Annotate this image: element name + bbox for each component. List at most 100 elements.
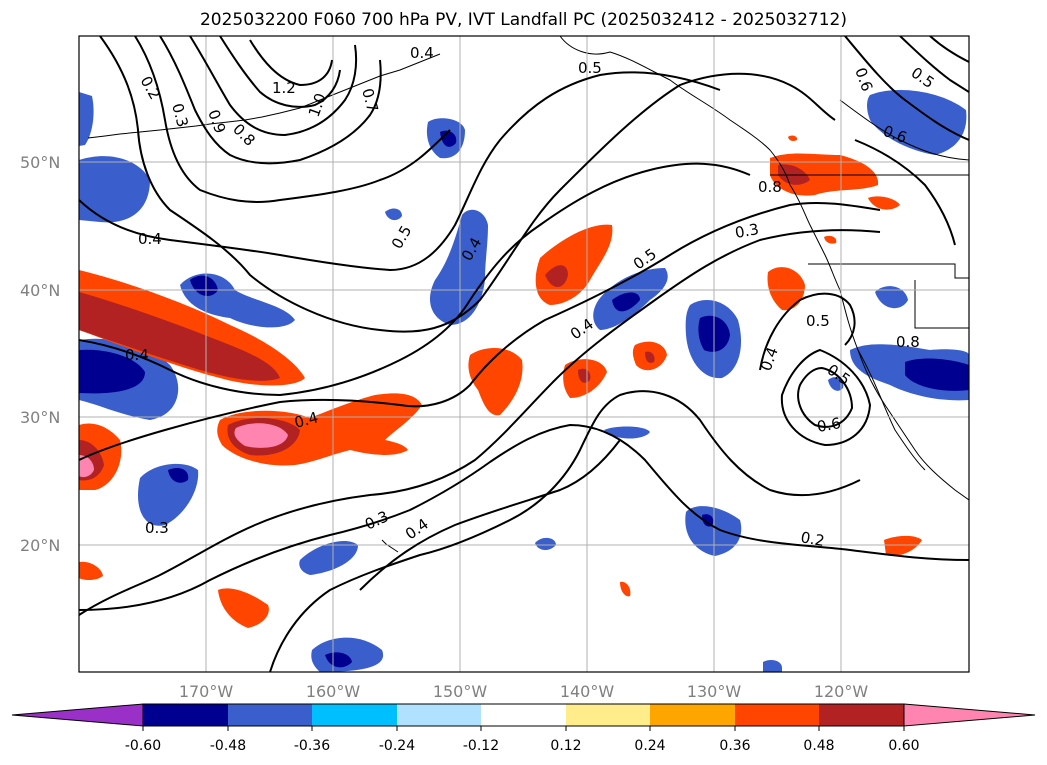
contour-line (854, 139, 956, 246)
colorbar-min-extension (11, 703, 144, 727)
blue-region (685, 506, 742, 556)
british-columbia-coast (789, 184, 841, 291)
contour-label: 0.4 (292, 408, 320, 432)
warm-region (545, 265, 568, 288)
colorbar-tick-label: -0.12 (463, 738, 499, 754)
pv-contours (79, 36, 969, 672)
lon-label: 120°W (814, 682, 869, 701)
colorbar-tick-label: 0.12 (550, 738, 581, 754)
colorbar-ticks (142, 726, 905, 731)
blue-region (385, 208, 402, 221)
contour-label: 0.8 (758, 178, 782, 196)
colorbar-segment (397, 704, 481, 726)
colorbar-tick-label: 0.36 (719, 738, 750, 754)
contour-label: 0.4 (125, 346, 149, 364)
inland-border (808, 263, 969, 279)
contour-line (759, 292, 856, 371)
baja-california (857, 349, 926, 471)
contour-line (359, 439, 621, 591)
contour-label: 0.3 (168, 101, 192, 129)
blue-region (702, 514, 714, 527)
hawaii (381, 539, 399, 553)
contour-label: 0.7 (358, 86, 382, 114)
gridlines (79, 36, 969, 672)
blue-region (867, 90, 967, 155)
contour-line (899, 36, 969, 93)
alaska-coast (559, 36, 791, 186)
contour-line (219, 36, 341, 108)
colorbar-segment (143, 704, 228, 726)
contour-line (79, 162, 751, 397)
colorbar-tick-label: -0.60 (125, 738, 161, 754)
colorbar-max-extension (903, 703, 1036, 727)
colorbar-segment (735, 704, 819, 726)
map-border (78, 35, 970, 673)
longitude-labels: 170°W 160°W 150°W 140°W 130°W 120°W (179, 682, 869, 701)
contour-label: 0.4 (410, 44, 434, 62)
warm-region (468, 348, 523, 416)
blue-region (79, 156, 150, 223)
blue-region (311, 637, 384, 672)
lat-label: 20°N (20, 536, 60, 555)
contour-line (844, 36, 969, 141)
contour-line (99, 36, 836, 333)
blue-region (604, 426, 650, 439)
lat-label: 30°N (20, 408, 60, 427)
contour-label: 0.4 (138, 230, 162, 248)
aleutian-islands (87, 53, 441, 139)
blue-region (325, 652, 352, 668)
lon-label: 130°W (687, 682, 742, 701)
warm-region (79, 455, 94, 478)
colorbar-segment (566, 704, 650, 726)
contour-line (79, 201, 881, 461)
warm-region (868, 196, 900, 210)
contour-line (189, 36, 358, 137)
blue-region (612, 292, 640, 312)
blue-region (535, 537, 556, 551)
blue-region (763, 660, 782, 672)
contour-line (79, 423, 969, 611)
contour-label: 0.5 (578, 59, 602, 77)
warm-region (645, 351, 655, 363)
lon-label: 170°W (179, 682, 234, 701)
warm-region (824, 235, 837, 244)
warm-region (767, 267, 805, 311)
colorbar-tick-label: -0.24 (379, 738, 415, 754)
colorbar-segment (481, 704, 566, 726)
colorbar-segment (228, 704, 312, 726)
contour-line (134, 36, 451, 203)
warm-region (788, 135, 798, 141)
warm-region (79, 292, 280, 381)
colorbar-tick-label: 0.60 (888, 738, 919, 754)
lon-label: 150°W (433, 682, 488, 701)
blue-region (299, 540, 358, 575)
blue-region (905, 358, 969, 391)
blue-region (190, 275, 218, 296)
blue-region (828, 377, 844, 391)
contour-label: 0.3 (145, 519, 169, 537)
warm-region (884, 535, 922, 556)
lon-label: 140°W (560, 682, 615, 701)
contour-line (797, 366, 854, 428)
warm-region (79, 561, 103, 580)
contour-label: 0.3 (734, 220, 761, 242)
lon-label: 160°W (306, 682, 361, 701)
colorbar-segment (312, 704, 397, 726)
contour-line (249, 39, 333, 87)
colorbar-segment (819, 704, 904, 726)
contour-label: 0.8 (896, 333, 920, 351)
lat-label: 40°N (20, 281, 60, 300)
colorbar: -0.60 -0.48 -0.36 -0.24 -0.12 0.12 0.24 … (11, 703, 1036, 754)
contour-line (929, 36, 969, 63)
lat-label: 50°N (20, 153, 60, 172)
colorbar-segment (650, 704, 735, 726)
colorbar-border (142, 703, 905, 727)
warm-region (218, 588, 269, 628)
colorbar-tick-label: -0.48 (210, 738, 246, 754)
warm-region (620, 581, 631, 597)
blue-region (875, 286, 908, 309)
negative-anomaly-fills (79, 90, 969, 672)
colorbar-tick-label: 0.24 (634, 738, 665, 754)
blue-region (79, 349, 145, 394)
